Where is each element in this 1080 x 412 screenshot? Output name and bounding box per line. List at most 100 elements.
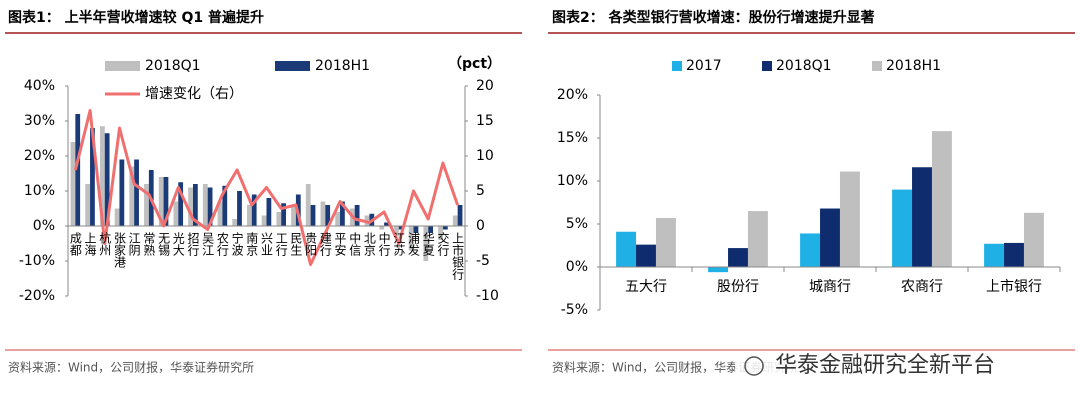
- bar: [144, 184, 149, 226]
- bar: [428, 226, 434, 233]
- bar: [207, 187, 213, 226]
- bar: [1004, 242, 1024, 267]
- bar: [310, 205, 316, 226]
- x-tick-label: 吴江: [201, 232, 215, 256]
- chart-title: 图表2： 各类型银行营收增速：股份行增速提升显著: [552, 9, 875, 26]
- bar: [188, 187, 193, 226]
- y-tick-label: -10%: [19, 253, 55, 269]
- x-tick-label: 招行: [186, 232, 200, 256]
- y2-axis-label: （pct）: [448, 56, 501, 72]
- x-tick-label: 杭州: [98, 231, 112, 256]
- bar: [247, 205, 252, 226]
- line-series: [73, 109, 460, 266]
- bar: [232, 219, 238, 226]
- bar: [379, 226, 385, 230]
- bar: [75, 114, 81, 226]
- bar: [163, 177, 169, 226]
- y-tick-label: 5%: [566, 216, 588, 232]
- x-tick-label: 建行: [318, 232, 332, 256]
- bar: [173, 201, 179, 226]
- bar: [192, 184, 198, 226]
- y-tick-label: 15%: [557, 130, 588, 146]
- bar: [281, 203, 286, 226]
- x-tick-label: 上海: [83, 232, 97, 256]
- bar: [438, 226, 443, 240]
- bar: [222, 185, 228, 226]
- bar: [636, 244, 656, 267]
- bar: [276, 212, 282, 226]
- x-tick-label: 兴业: [260, 232, 274, 256]
- bar: [354, 205, 360, 226]
- watermark-icon: [744, 356, 764, 376]
- x-tick-label: 江阴: [127, 232, 141, 257]
- y2-tick-label: 0: [476, 218, 485, 234]
- x-tick-label: 工行: [274, 232, 288, 256]
- chart-title: 图表1： 上半年营收增速较 Q1 普遍提升: [8, 9, 264, 26]
- x-tick-label: 无锡: [157, 232, 171, 257]
- watermark: 华泰金融研究全新平台: [775, 353, 995, 378]
- x-tick-label: 上市银行: [986, 278, 1042, 295]
- bar: [178, 182, 184, 226]
- x-tick-label: 民生: [289, 232, 303, 256]
- legend-label: 2017: [686, 58, 722, 74]
- y2-tick-label: -10: [476, 288, 499, 304]
- x-tick-label: 浦发: [407, 232, 421, 256]
- bar: [119, 159, 125, 226]
- x-tick-label: 交行: [436, 231, 450, 256]
- bar: [237, 191, 242, 226]
- watermark-bg: [735, 352, 1055, 382]
- y-tick-label: -20%: [19, 288, 55, 304]
- bar: [892, 189, 913, 267]
- legend-label: 2018Q1: [145, 58, 201, 74]
- x-tick-label: 北京: [362, 232, 376, 257]
- legend-label: 2018H1: [315, 58, 370, 74]
- bar: [320, 201, 326, 226]
- bar: [291, 205, 296, 226]
- bar: [912, 167, 932, 267]
- legend-label: 2018H1: [886, 58, 941, 74]
- x-tick-label: 城商行: [809, 279, 851, 295]
- y2-tick-label: -5: [476, 253, 490, 269]
- legend-swatch: [762, 61, 772, 71]
- bar: [325, 205, 331, 226]
- y-tick-label: 10%: [24, 183, 55, 199]
- bar: [442, 226, 448, 230]
- bar: [114, 208, 120, 226]
- x-tick-label: 南京: [245, 231, 259, 257]
- bar: [394, 226, 399, 237]
- x-tick-label: 张家港: [112, 232, 126, 268]
- x-tick-label: 平安: [333, 232, 347, 256]
- bar: [423, 226, 429, 261]
- bar: [1023, 212, 1044, 267]
- bar: [90, 128, 95, 226]
- bar: [340, 201, 345, 226]
- bar: [413, 226, 419, 233]
- x-tick-label: 农商行: [901, 279, 943, 295]
- y-tick-label: 0%: [33, 218, 55, 234]
- bar: [655, 217, 676, 267]
- bar: [839, 171, 860, 267]
- y-tick-label: 0%: [566, 259, 588, 275]
- bar: [134, 159, 139, 226]
- bar: [800, 233, 821, 267]
- y-tick-label: 30%: [24, 113, 55, 129]
- x-tick-label: 宁波: [230, 231, 244, 257]
- bar: [261, 215, 267, 226]
- y-tick-label: 20%: [557, 87, 588, 103]
- x-tick-label: 中行: [377, 231, 391, 256]
- bar: [457, 205, 463, 226]
- y2-tick-label: 5: [476, 183, 485, 199]
- bar: [728, 248, 748, 267]
- x-tick-label: 成都: [68, 232, 82, 256]
- y-tick-label: -5%: [561, 302, 588, 318]
- x-tick-label: 常熟: [142, 232, 156, 257]
- y-tick-label: 20%: [24, 148, 55, 164]
- x-tick-label: 农行: [215, 232, 229, 256]
- bar: [984, 243, 1005, 267]
- bar: [398, 226, 404, 230]
- bar: [85, 184, 91, 226]
- x-tick-label: 五大行: [625, 279, 667, 295]
- bar: [70, 142, 76, 226]
- bar: [202, 184, 208, 226]
